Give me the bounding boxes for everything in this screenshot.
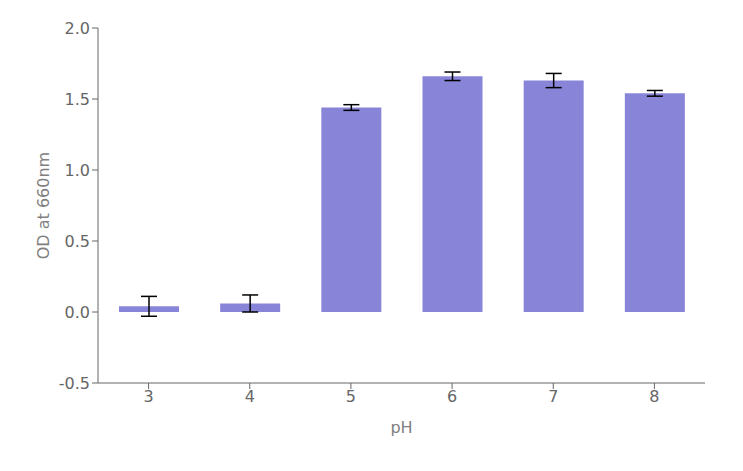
svg-text:0.0: 0.0 [65, 303, 90, 322]
svg-text:6: 6 [447, 387, 457, 406]
svg-text:5: 5 [346, 387, 356, 406]
svg-text:2.0: 2.0 [65, 19, 90, 38]
svg-text:1.0: 1.0 [65, 161, 90, 180]
svg-text:0.5: 0.5 [65, 232, 90, 251]
svg-text:3: 3 [143, 387, 153, 406]
svg-text:4: 4 [245, 387, 255, 406]
svg-text:-0.5: -0.5 [59, 374, 90, 393]
svg-text:7: 7 [548, 387, 558, 406]
svg-text:pH: pH [390, 418, 412, 437]
svg-text:1.5: 1.5 [65, 90, 90, 109]
svg-text:OD at 660nm: OD at 660nm [34, 152, 53, 259]
svg-text:8: 8 [649, 387, 659, 406]
